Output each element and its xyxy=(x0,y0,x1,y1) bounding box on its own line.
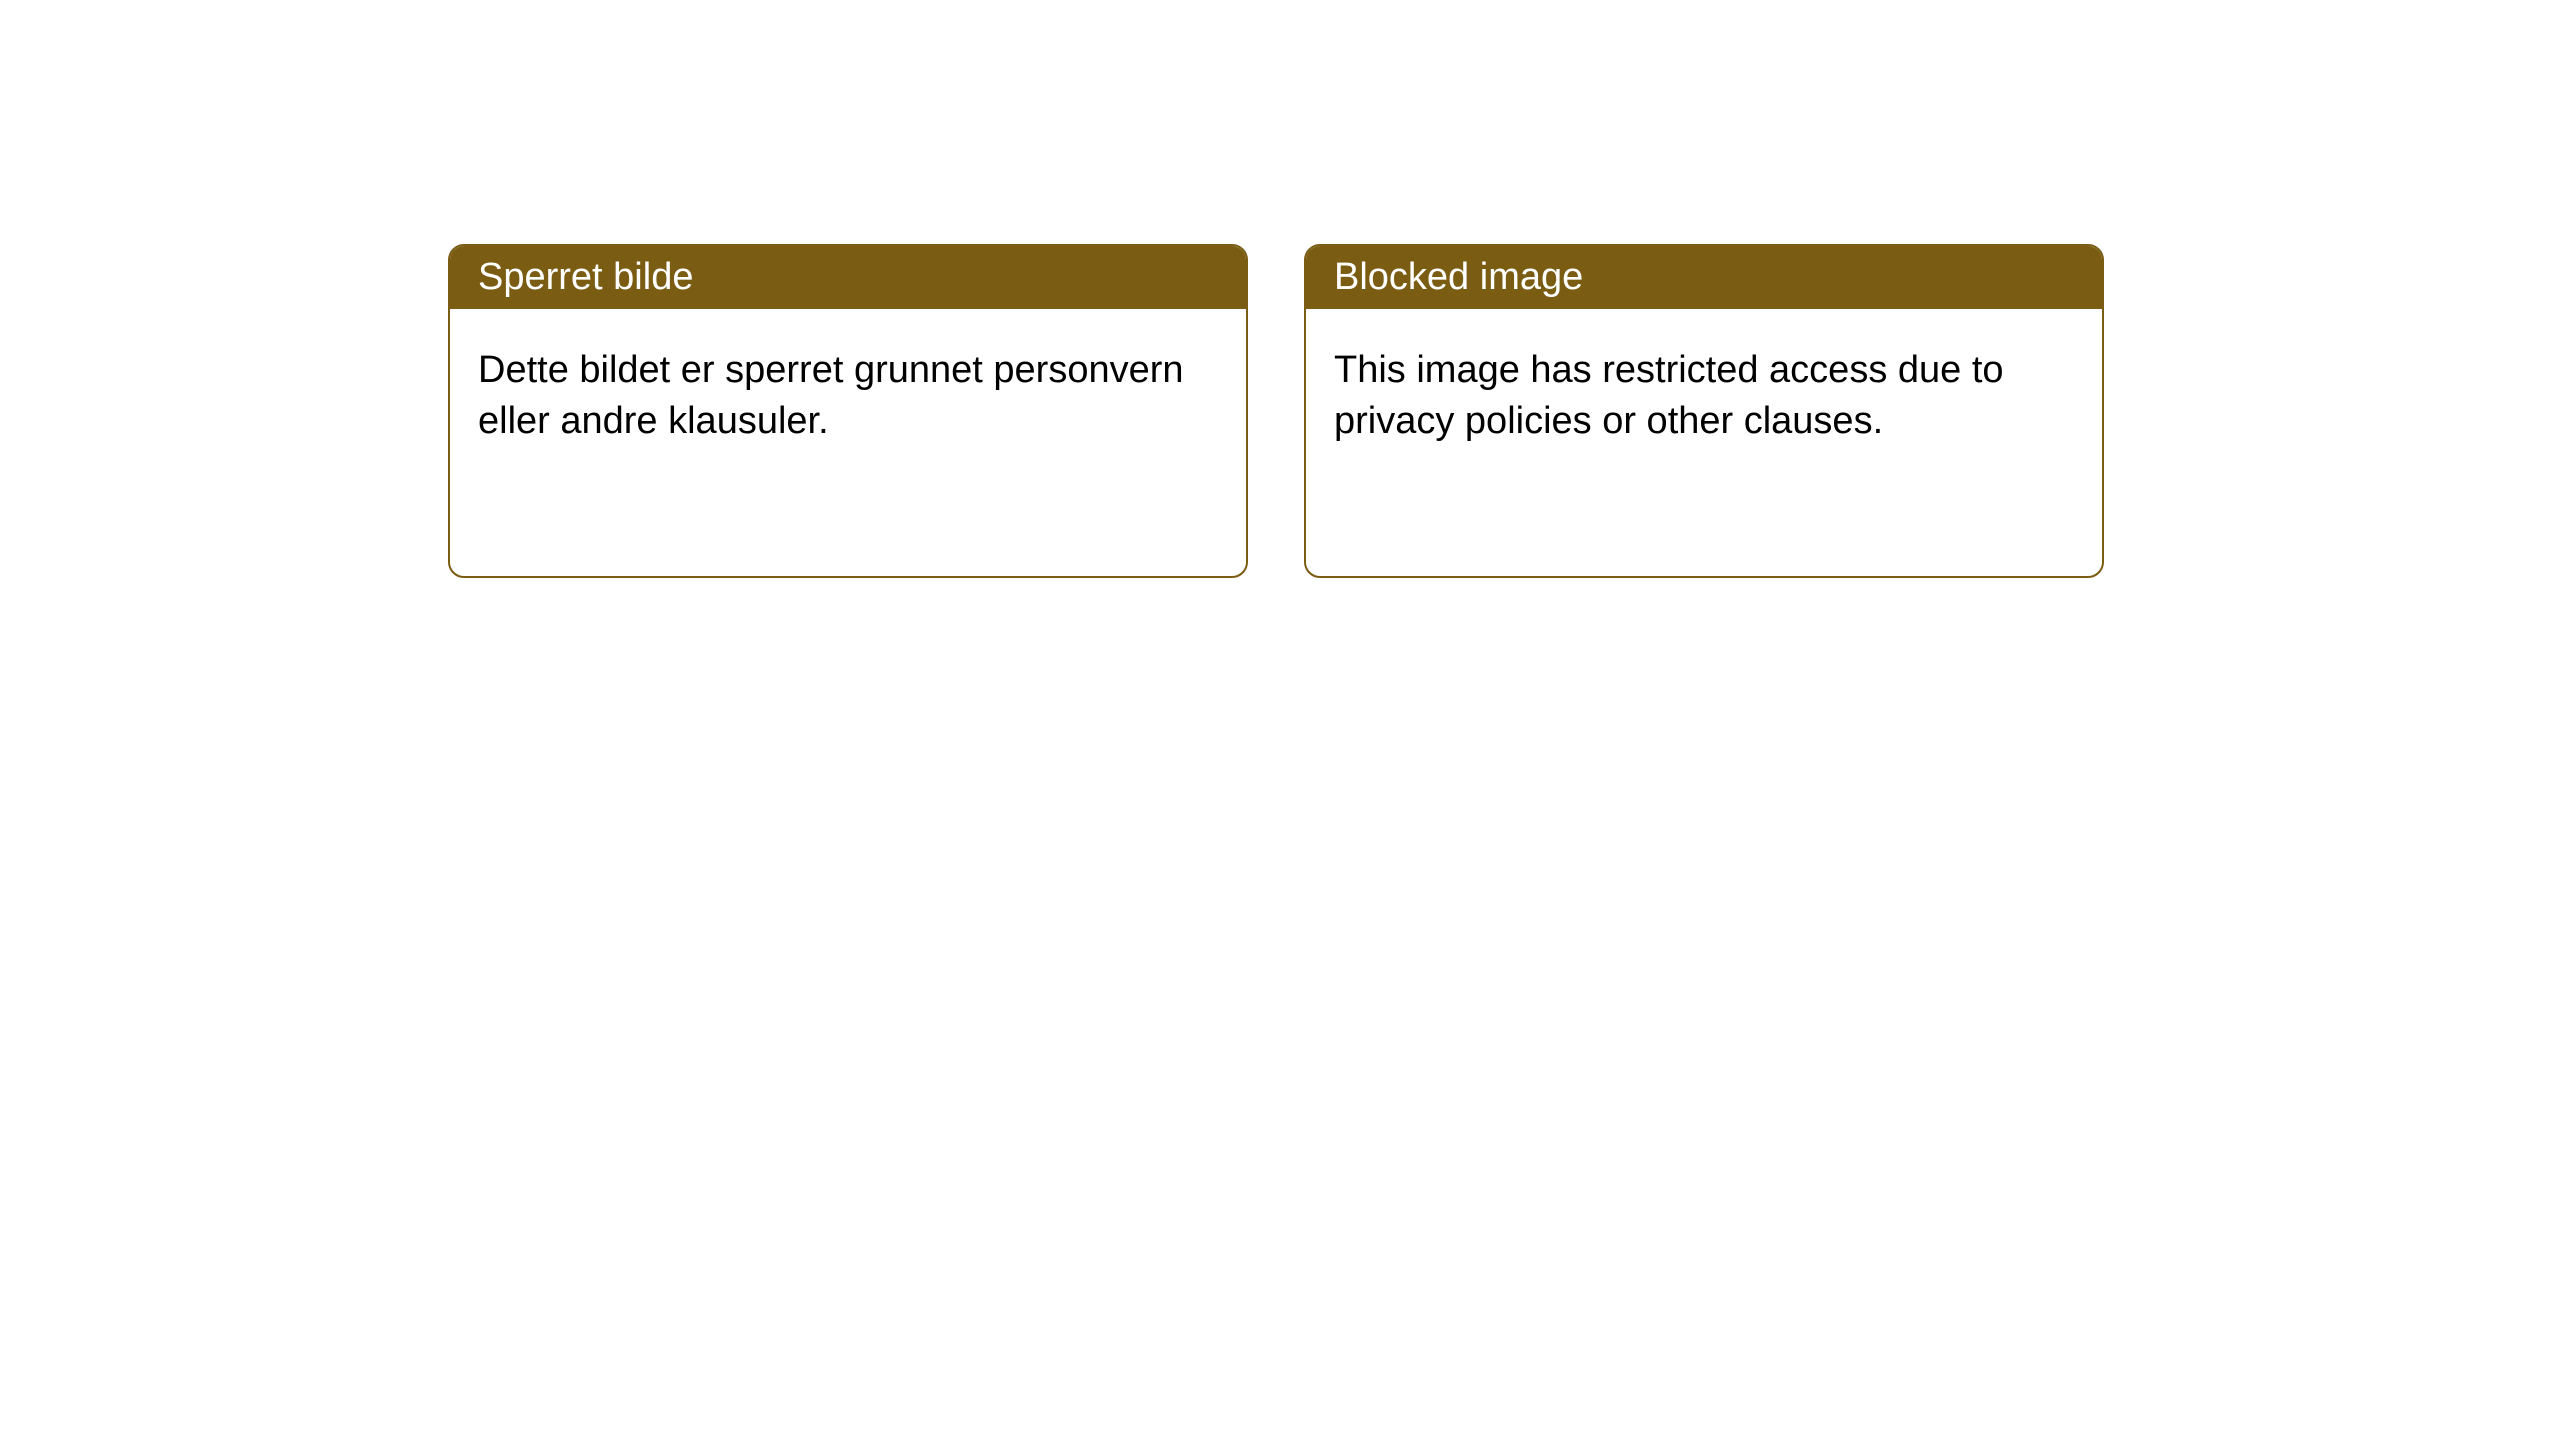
card-body: Dette bildet er sperret grunnet personve… xyxy=(450,309,1246,484)
card-header: Sperret bilde xyxy=(450,246,1246,309)
card-body-text: This image has restricted access due to … xyxy=(1334,349,2004,442)
card-header: Blocked image xyxy=(1306,246,2102,309)
blocked-image-card-en: Blocked image This image has restricted … xyxy=(1304,244,2104,578)
card-title: Blocked image xyxy=(1334,256,1583,298)
cards-container: Sperret bilde Dette bildet er sperret gr… xyxy=(0,0,2560,578)
card-title: Sperret bilde xyxy=(478,256,693,298)
card-body-text: Dette bildet er sperret grunnet personve… xyxy=(478,349,1184,442)
card-body: This image has restricted access due to … xyxy=(1306,309,2102,484)
blocked-image-card-no: Sperret bilde Dette bildet er sperret gr… xyxy=(448,244,1248,578)
